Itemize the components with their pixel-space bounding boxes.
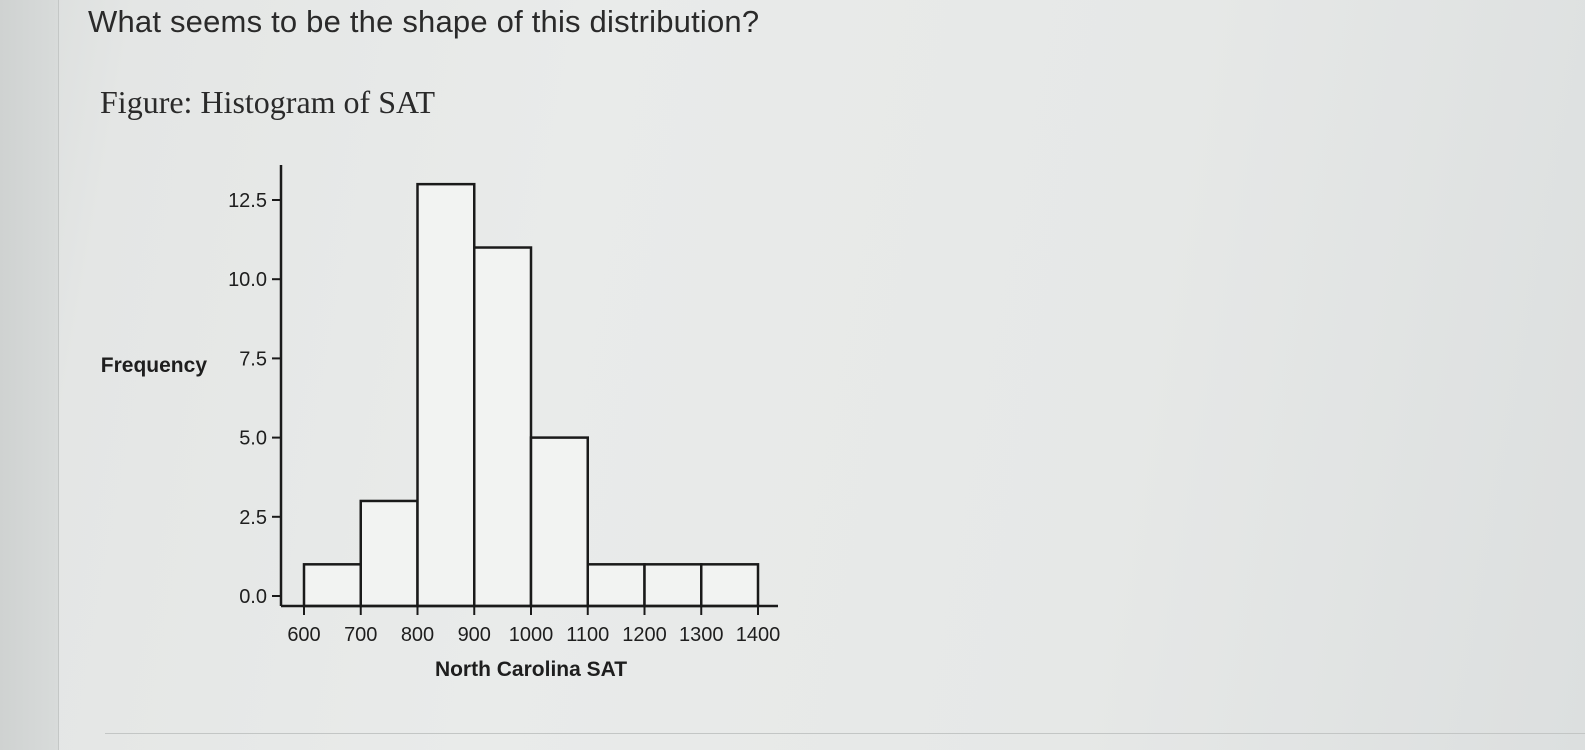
histogram-bar-1300-1400 [700, 563, 760, 608]
x-axis-ticks: 600 700 800 900 1000 1100 1200 1300 1400 [287, 606, 780, 646]
y-axis-ticks: 0.0 2.5 5.0 7.5 10.0 12.5 [228, 190, 281, 608]
y-tick-label: 12.5 [228, 190, 267, 212]
x-tick-label: 900 [458, 624, 491, 646]
histogram-bar-1200-1300 [643, 563, 703, 608]
x-tick-label: 1300 [679, 624, 724, 646]
x-tick-label: 1400 [736, 624, 781, 646]
x-tick-label: 700 [344, 624, 377, 646]
x-axis-label: North Carolina SAT [435, 658, 627, 681]
figure-caption: Figure: Histogram of SAT [100, 84, 436, 120]
x-tick-label: 1200 [622, 624, 667, 646]
y-tick-label: 7.5 [239, 348, 267, 370]
x-tick-label: 1000 [509, 624, 554, 646]
x-tick-label: 600 [287, 624, 320, 646]
chart-axes [279, 165, 778, 608]
x-tick-label: 800 [401, 624, 434, 646]
y-tick-label: 5.0 [239, 428, 267, 450]
histogram-bar-800-900 [416, 182, 476, 608]
histogram-bar-700-800 [359, 499, 419, 608]
question-text: What seems to be the shape of this distr… [88, 4, 760, 39]
y-tick-label: 10.0 [228, 269, 267, 291]
histogram-bar-1000-1100 [529, 436, 589, 608]
y-tick-label: 0.0 [239, 586, 267, 608]
y-axis-label: Frequency [101, 354, 208, 377]
left-border-strip [0, 0, 59, 750]
histogram-bar-900-1000 [473, 246, 533, 608]
section-divider [105, 733, 1585, 734]
histogram-bar-600-700 [302, 563, 362, 608]
x-tick-label: 1100 [566, 624, 609, 646]
y-tick-label: 2.5 [239, 507, 267, 529]
histogram-bars [302, 182, 760, 608]
histogram-bar-1100-1200 [586, 563, 646, 608]
